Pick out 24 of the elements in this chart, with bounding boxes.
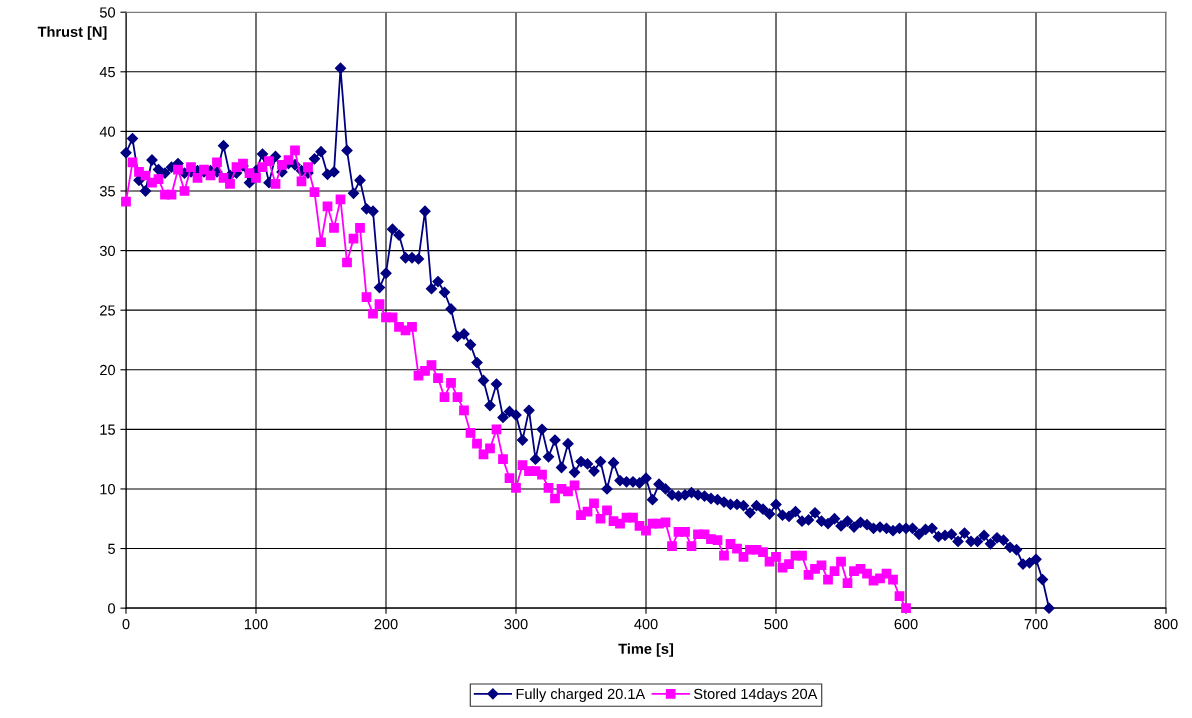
- x-tick-label: 200: [374, 618, 398, 630]
- y-tick-label: 20: [100, 364, 116, 376]
- y-tick-label: 40: [99, 126, 116, 137]
- x-tick-label: 400: [634, 618, 658, 630]
- y-tick-label: 0: [108, 603, 116, 614]
- legend-label: Fully charged 20.1A: [516, 688, 646, 702]
- y-tick-label: 30: [99, 245, 116, 257]
- x-axis-title: Time [s]: [618, 643, 674, 657]
- x-tick-label: 300: [504, 618, 528, 630]
- y-tick-label: 10: [100, 484, 116, 495]
- y-tick-label: 5: [108, 543, 115, 554]
- y-tick-label: 15: [100, 424, 115, 435]
- x-tick-label: 800: [1154, 618, 1178, 630]
- y-tick-label: 25: [100, 305, 115, 316]
- y-tick-label: 50: [99, 7, 116, 18]
- legend-label: Stored 14days 20A: [693, 688, 818, 702]
- y-tick-label: 45: [99, 67, 115, 78]
- x-tick-label: 600: [894, 618, 918, 630]
- x-tick-label: 100: [244, 618, 268, 630]
- y-tick-label: 35: [99, 186, 115, 197]
- x-tick-label: 0: [122, 618, 130, 630]
- x-tick-label: 700: [1024, 618, 1048, 630]
- x-tick-label: 500: [764, 618, 788, 630]
- y-axis-title: Thrust [N]: [37, 26, 107, 40]
